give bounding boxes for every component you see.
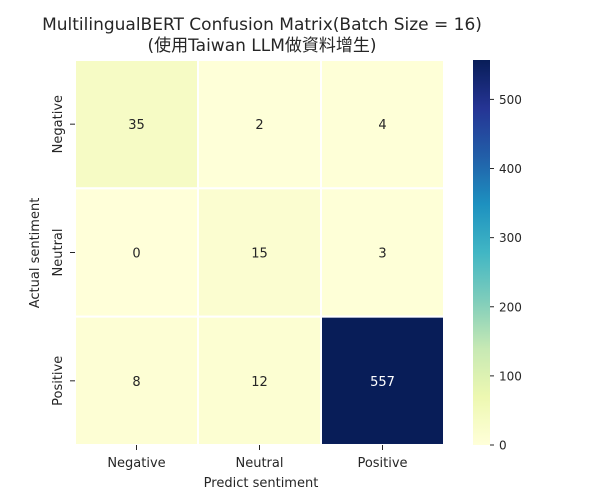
cell-value-label: 8 bbox=[132, 375, 140, 390]
cell-value-label: 15 bbox=[251, 246, 268, 261]
colorbar-tick-label: 300 bbox=[499, 231, 522, 245]
colorbar-tick-label: 200 bbox=[499, 300, 522, 314]
cell-value-label: 3 bbox=[378, 246, 386, 261]
heatmap-cells: 35 2 4 0 15 3 8 12 557 bbox=[74, 59, 445, 446]
cell-value-label: 557 bbox=[370, 375, 395, 390]
heatmap-cell bbox=[320, 59, 445, 190]
y-tick-label: Neutral bbox=[51, 229, 66, 277]
x-axis-label: Predict sentiment bbox=[204, 476, 319, 491]
x-tick-label: Positive bbox=[357, 456, 407, 471]
y-axis-label: Actual sentiment bbox=[28, 198, 43, 309]
heatmap-cell bbox=[197, 315, 322, 446]
cell-value-label: 4 bbox=[378, 118, 386, 133]
chart-title: MultilingualBERT Confusion Matrix(Batch … bbox=[42, 15, 482, 35]
y-tick-label: Positive bbox=[51, 356, 66, 406]
cell-value-label: 12 bbox=[251, 375, 268, 390]
heatmap-cell bbox=[74, 59, 199, 190]
x-tick-label: Neutral bbox=[236, 456, 284, 471]
y-tick-label: Negative bbox=[51, 95, 66, 153]
cell-value-label: 35 bbox=[128, 118, 145, 133]
colorbar-tick-label: 500 bbox=[499, 93, 522, 107]
x-axis-ticks: Negative Neutral Positive bbox=[107, 445, 408, 471]
colorbar-ticks: 0 100 200 300 400 500 bbox=[490, 93, 522, 453]
heatmap-cell bbox=[320, 187, 445, 318]
colorbar bbox=[473, 60, 490, 445]
y-axis-ticks: Negative Neutral Positive bbox=[51, 95, 75, 406]
cell-value-label: 0 bbox=[132, 246, 140, 261]
colorbar-tick-label: 400 bbox=[499, 162, 522, 176]
colorbar-tick-label: 0 bbox=[499, 439, 507, 453]
heatmap-cell bbox=[197, 59, 322, 190]
heatmap-cell bbox=[320, 315, 445, 446]
heatmap-cell bbox=[74, 315, 199, 446]
x-tick-label: Negative bbox=[107, 456, 165, 471]
chart-subtitle: (使用Taiwan LLM做資料增生) bbox=[147, 35, 376, 56]
colorbar-tick-label: 100 bbox=[499, 369, 522, 383]
heatmap-cell bbox=[74, 187, 199, 318]
cell-value-label: 2 bbox=[255, 118, 263, 133]
